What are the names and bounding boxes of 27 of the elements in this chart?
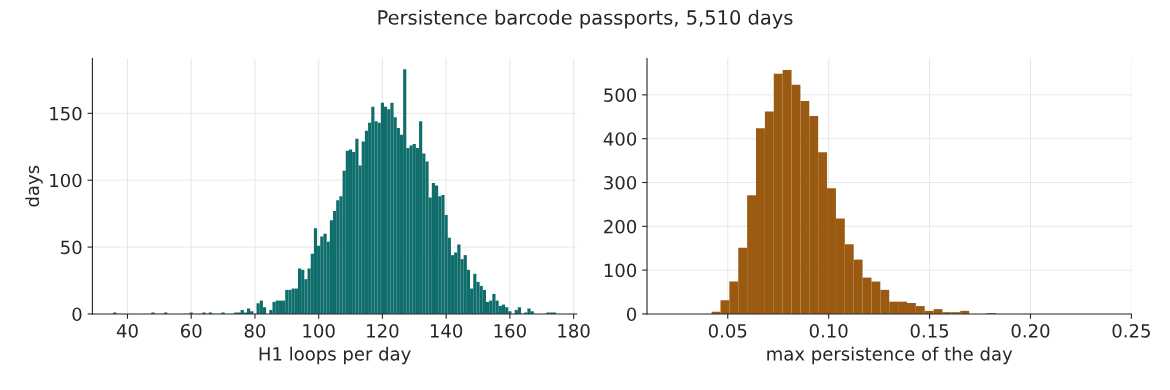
- x-tick-label: 180: [558, 323, 590, 338]
- x-tick-label: 0.25: [1112, 323, 1150, 338]
- x-axis-title: max persistence of the day: [767, 346, 1013, 365]
- x-tick-label: 0.05: [708, 323, 747, 338]
- y-axis-title: days: [25, 165, 43, 207]
- y-tick-label: 0: [627, 307, 637, 322]
- x-tick-label: 60: [180, 323, 202, 338]
- x-axis-title: H1 loops per day: [259, 346, 411, 365]
- x-tick-label: 100: [303, 323, 335, 338]
- y-tick-label: 100: [604, 263, 637, 278]
- x-tick-label: 160: [494, 323, 526, 338]
- x-tick-label: 140: [430, 323, 463, 338]
- x-tick-label: 0.10: [809, 323, 848, 338]
- y-tick-label: 0: [72, 307, 82, 322]
- x-tick-label: 120: [367, 323, 399, 338]
- x-tick-label: 80: [244, 323, 266, 338]
- chart-title: Persistence barcode passports, 5,510 days: [378, 9, 793, 29]
- y-tick-label: 100: [50, 173, 82, 188]
- y-tick-label: 150: [50, 106, 82, 121]
- y-tick-label: 500: [604, 88, 637, 102]
- x-tick-label: 40: [116, 323, 138, 338]
- y-tick-label: 200: [604, 219, 637, 234]
- x-tick-label: 0.15: [910, 323, 949, 338]
- y-tick-label: 300: [604, 175, 637, 190]
- y-tick-label: 400: [603, 132, 637, 146]
- x-tick-label: 0.20: [1011, 323, 1050, 338]
- y-tick-label: 50: [61, 240, 82, 255]
